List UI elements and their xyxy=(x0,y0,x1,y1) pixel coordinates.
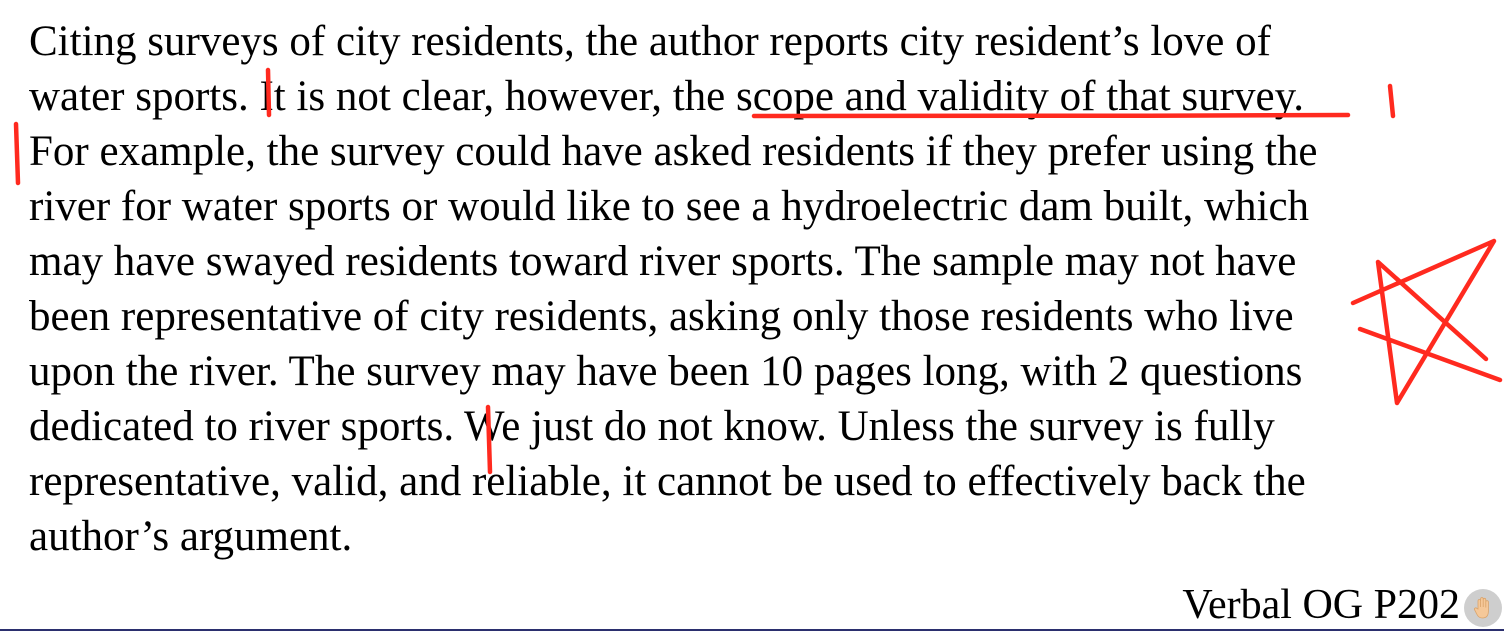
sentence-break-mark xyxy=(1387,83,1396,119)
sentence-break-mark xyxy=(13,121,21,186)
passage-line: Citing surveys of city residents, the au… xyxy=(29,18,1271,65)
passage-line: author’s argument. xyxy=(29,513,353,560)
source-citation: Verbal OG P202 xyxy=(1182,582,1460,628)
passage: Citing surveys of city residents, the au… xyxy=(29,14,1317,564)
passage-line: upon the river. The survey may have been… xyxy=(29,348,1303,395)
passage-line: river for water sports or would like to … xyxy=(29,183,1310,230)
passage-line: For example, the survey could have asked… xyxy=(29,128,1318,175)
raise-hand-icon xyxy=(1473,597,1489,619)
star-mark xyxy=(1350,238,1503,406)
passage-line: dedicated to river sports. We just do no… xyxy=(29,403,1275,450)
passage-line: been representative of city residents, a… xyxy=(29,293,1294,340)
raise-hand-button[interactable] xyxy=(1464,589,1502,627)
passage-line: water sports. It is not clear, however, … xyxy=(29,73,1305,120)
passage-line: may have swayed residents toward river s… xyxy=(29,238,1297,285)
bottom-divider xyxy=(0,629,1504,631)
passage-line: representative, valid, and reliable, it … xyxy=(29,458,1306,505)
